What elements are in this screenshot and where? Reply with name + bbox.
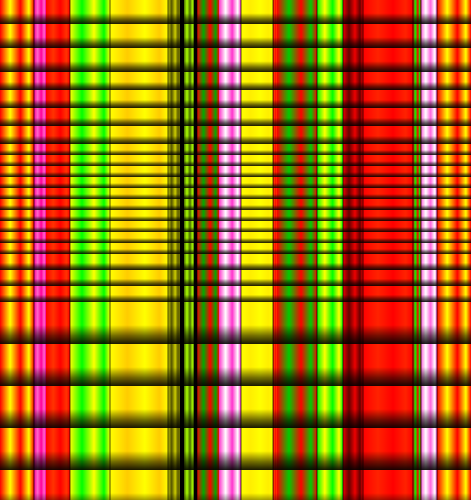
band-olive-stripe: [184, 0, 194, 500]
band-dark-yellow: [168, 0, 180, 500]
band-red-7: [437, 0, 471, 500]
band-red-6: [363, 0, 413, 500]
band-red-green-2: [413, 0, 421, 500]
band-red-3: [197, 0, 219, 500]
band-magenta-white: [219, 0, 241, 500]
band-magenta-2: [421, 0, 437, 500]
band-yellow-green-1: [70, 0, 110, 500]
band-red-1: [0, 0, 34, 500]
band-yellow-1: [110, 0, 168, 500]
band-red-2: [46, 0, 70, 500]
band-red-green: [277, 0, 317, 500]
band-red-5: [343, 0, 363, 500]
band-yellow-2: [241, 0, 273, 500]
band-green: [317, 0, 343, 500]
band-magenta-1: [34, 0, 46, 500]
